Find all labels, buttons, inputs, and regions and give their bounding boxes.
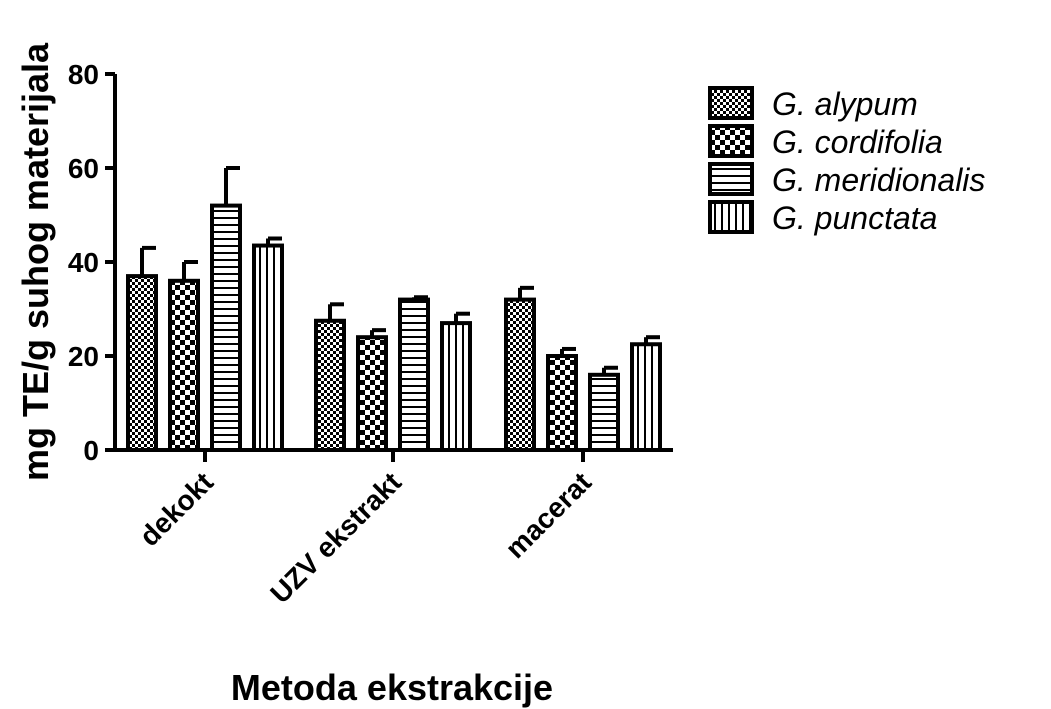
bar-g-cordifolia-dekokt <box>168 278 200 452</box>
legend-label-g-cordifolia: G. cordifolia <box>772 124 943 160</box>
y-tick-label: 40 <box>68 247 99 278</box>
bar-g-alypum-uzv-ekstrakt <box>314 318 346 452</box>
x-tick-label: macerat <box>499 466 597 564</box>
bar-group <box>126 166 662 453</box>
x-tick-label: UZV ekstrakt <box>264 466 407 609</box>
y-tick-label: 60 <box>68 153 99 184</box>
bar-g-alypum-macerat <box>504 297 536 452</box>
bar-g-punctata-macerat <box>630 342 662 452</box>
y-tick-label: 80 <box>68 59 99 90</box>
bar-g-punctata-uzv-ekstrakt <box>440 321 472 453</box>
bar-g-meridionalis-macerat <box>588 372 620 452</box>
bar-g-cordifolia-macerat <box>546 354 578 452</box>
legend-label-g-alypum: G. alypum <box>772 86 918 122</box>
y-axis-title: mg TE/g suhog materijala <box>15 42 56 481</box>
legend-swatch-g-punctata <box>708 200 754 234</box>
x-axis-title: Metoda ekstrakcije <box>231 667 553 708</box>
legend-label-g-meridionalis: G. meridionalis <box>772 162 985 198</box>
bar-g-cordifolia-uzv-ekstrakt <box>356 335 388 453</box>
legend-swatch-g-meridionalis <box>708 162 754 196</box>
bar-g-alypum-dekokt <box>126 274 158 452</box>
bar-g-meridionalis-dekokt <box>210 203 242 452</box>
legend-swatch-g-cordifolia <box>708 124 754 158</box>
y-tick-label: 20 <box>68 341 99 372</box>
legend-label-g-punctata: G. punctata <box>772 200 937 236</box>
x-axis: dekokt UZV ekstrakt macerat <box>113 448 673 609</box>
y-tick-label: 0 <box>83 435 99 466</box>
legend-swatch-g-alypum <box>708 86 754 120</box>
y-axis: 0 20 40 60 80 <box>68 59 117 466</box>
x-tick-label: dekokt <box>134 466 220 552</box>
bar-g-punctata-dekokt <box>252 243 284 452</box>
bar-g-meridionalis-uzv-ekstrakt <box>398 297 430 452</box>
